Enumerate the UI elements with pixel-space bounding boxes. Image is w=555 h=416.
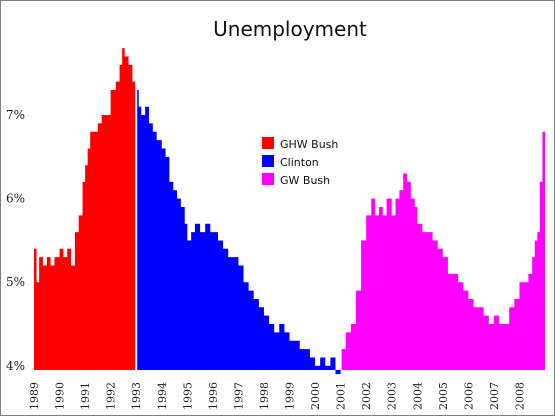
x-tick-label: 2006 bbox=[462, 382, 475, 410]
x-tick-label: 2004 bbox=[411, 382, 424, 410]
chart-title: Unemployment bbox=[213, 17, 367, 41]
x-tick-label: 1989 bbox=[28, 382, 41, 410]
x-tick-label: 1995 bbox=[181, 382, 194, 410]
legend-swatch-gw-bush bbox=[262, 173, 274, 185]
legend-label-gw-bush: GW Bush bbox=[280, 174, 330, 187]
area-clinton bbox=[136, 89, 341, 375]
x-tick-label: 1999 bbox=[284, 382, 297, 410]
x-tick-label: 2005 bbox=[437, 382, 450, 410]
y-tick-label: 7% bbox=[6, 108, 25, 122]
y-tick-label: 4% bbox=[6, 359, 25, 373]
x-tick-label: 2003 bbox=[386, 382, 399, 410]
y-tick-label: 5% bbox=[6, 275, 25, 289]
legend-swatch-ghw-bush bbox=[262, 137, 274, 149]
x-tick-label: 2008 bbox=[513, 382, 526, 410]
legend-swatch-clinton bbox=[262, 155, 274, 167]
x-tick-label: 2000 bbox=[309, 382, 322, 410]
x-tick-label: 2002 bbox=[360, 382, 373, 410]
x-tick-label: 1997 bbox=[232, 382, 245, 410]
y-axis-ticks: 4% 5% 6% 7% bbox=[6, 108, 25, 373]
legend-label-ghw-bush: GHW Bush bbox=[280, 138, 338, 151]
x-axis-ticks: 1989 1990 1991 1992 1993 1994 1995 1996 1997 1998… bbox=[28, 382, 526, 410]
x-tick-label: 2001 bbox=[335, 382, 348, 410]
x-tick-label: 1998 bbox=[258, 382, 271, 410]
x-tick-label: 2007 bbox=[488, 382, 501, 410]
legend-label-clinton: Clinton bbox=[280, 156, 319, 169]
x-tick-label: 1996 bbox=[207, 382, 220, 410]
area-ghw-bush bbox=[34, 48, 137, 371]
plot-areas bbox=[34, 44, 545, 375]
x-tick-label: 1991 bbox=[79, 382, 92, 410]
x-tick-label: 1994 bbox=[156, 382, 169, 410]
x-tick-label: 1990 bbox=[54, 382, 67, 410]
y-tick-label: 6% bbox=[6, 192, 25, 206]
area-gw-bush bbox=[340, 98, 545, 370]
legend: GHW Bush Clinton GW Bush bbox=[262, 137, 338, 187]
x-tick-label: 1992 bbox=[105, 382, 118, 410]
x-tick-label: 1993 bbox=[130, 382, 143, 410]
